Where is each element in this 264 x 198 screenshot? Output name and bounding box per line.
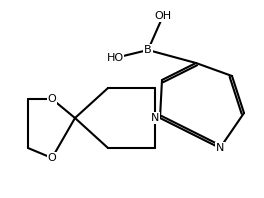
Text: N: N	[216, 143, 224, 153]
Text: HO: HO	[106, 53, 124, 63]
Text: OH: OH	[154, 11, 172, 21]
Text: N: N	[151, 113, 159, 123]
Text: O: O	[48, 94, 56, 104]
Text: O: O	[48, 153, 56, 163]
Text: B: B	[144, 45, 152, 55]
